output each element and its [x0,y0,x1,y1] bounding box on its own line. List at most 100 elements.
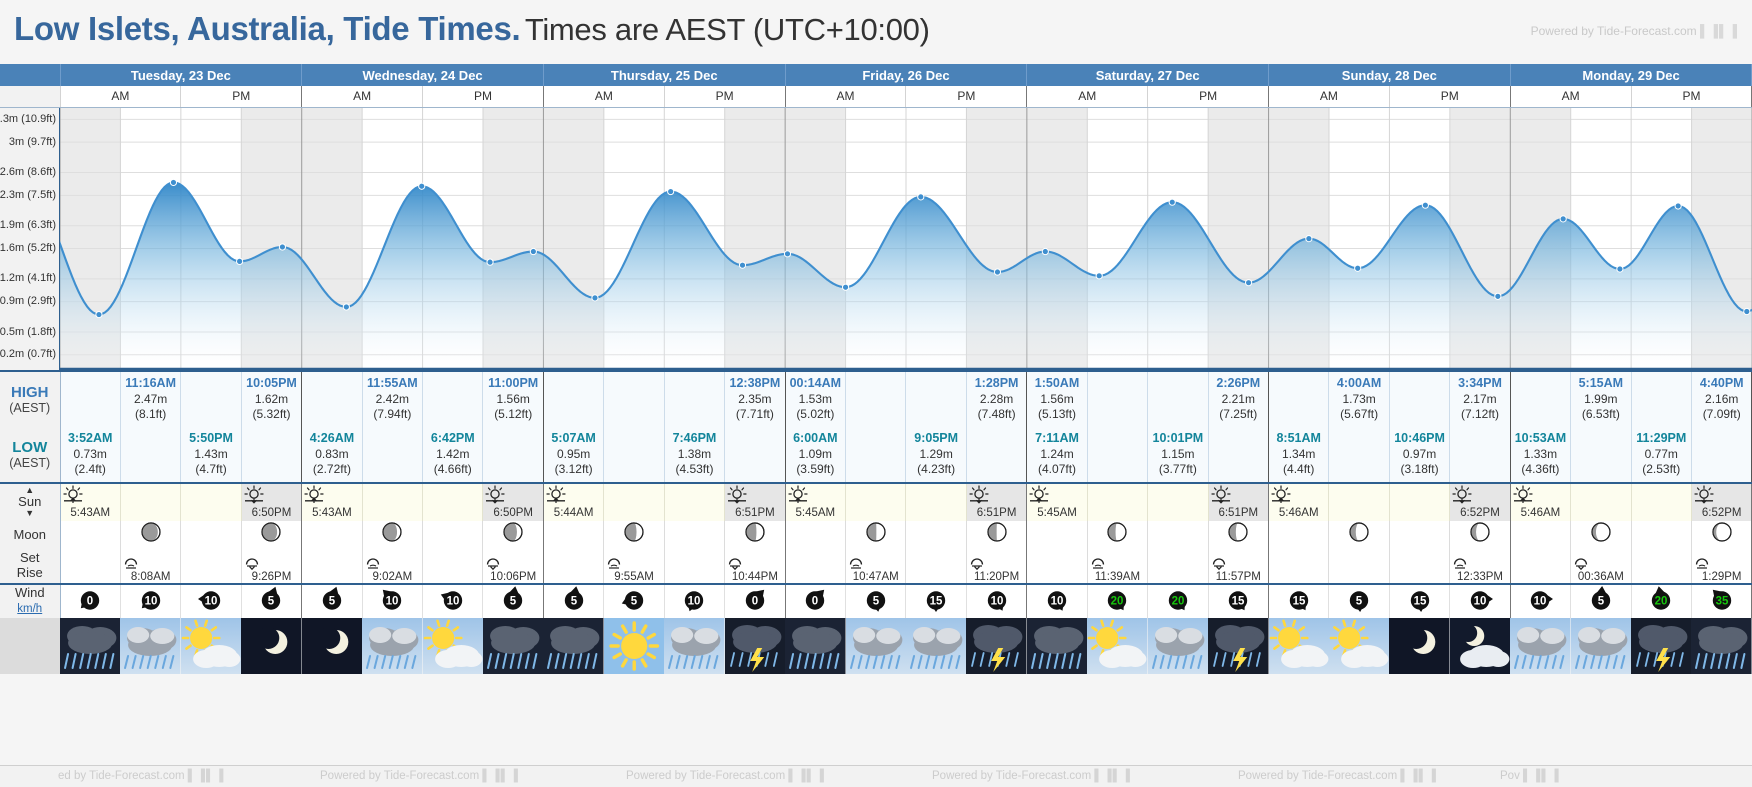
wind-entry[interactable]: 15 [1389,582,1451,618]
weather-entry [603,617,665,674]
sun-row: ▲ Sun ▼ 5:43AM 6:50PM 5:43AM 6:50PM 5:44AM 6:51P… [0,481,1752,521]
wind-speed-value: 0 [812,595,818,607]
moon-time-empty [1147,547,1209,584]
wind-arrow-icon: 15 [1410,590,1429,612]
moon-phase-icon [141,521,161,542]
high-tide-empty [60,369,121,427]
wind-entry[interactable]: 35 [1691,582,1752,618]
weather-entry [1147,617,1209,674]
sun-down-arrow-icon: ▼ [25,507,35,518]
low-tide-time: 7:46PM [672,431,717,446]
sun-time: 6:50PM [493,507,534,519]
moon-time-empty [301,547,363,584]
wind-entry[interactable]: 10 [1449,582,1511,618]
sun-rise-entry: 5:46AM [1268,481,1330,521]
wind-entry[interactable]: 10 [120,582,182,618]
high-tide-empty [845,369,907,427]
high-tide-feet: (5.12ft) [494,406,533,421]
wind-entry[interactable]: 15 [1268,582,1330,618]
weather-icon-rain-night [1691,617,1752,674]
wind-entry[interactable]: 0 [724,582,786,618]
low-tide-time: 3:52AM [67,431,113,446]
wind-entry[interactable]: 20 [1087,582,1149,618]
wind-entry[interactable]: 5 [482,582,544,618]
weather-entry [180,617,242,674]
low-tide-time: 6:00AM [793,431,838,446]
low-tide-empty [120,426,182,483]
weather-entry [1268,617,1329,674]
wind-entry[interactable]: 5 [1328,582,1390,618]
sun-icon [304,485,324,503]
wind-arrow-icon: 10 [383,589,402,610]
ampm-header-row: AM PM AM PM AM PM AM PM AM PM AM PM AM PM [0,86,1752,108]
moon-set-icon [1454,557,1467,569]
wind-entry[interactable]: 10 [180,582,242,618]
wind-entry[interactable]: 10 [966,582,1028,618]
wind-entry[interactable]: 15 [905,582,967,618]
low-tide-meters: 0.95m [556,446,591,461]
wind-entry[interactable]: 5 [543,582,605,618]
weather-icon-moon-cloud [1449,617,1511,674]
moon-time-empty [905,547,967,584]
low-tide-time: 4:26AM [309,431,355,446]
sun-time: 5:45AM [795,507,836,519]
weather-icon-rain-cloud [664,617,725,674]
low-tide-time: 8:51AM [1276,431,1321,446]
footer-logo-bars-icon: ▌▐▌▐ [482,770,519,782]
ampm-label: PM [1682,89,1701,104]
high-tide-feet: (6.53ft) [1581,406,1620,421]
wind-entry[interactable]: 5 [603,582,665,618]
day-header-spacer [0,64,60,86]
low-tide-meters: 1.09m [798,446,832,461]
ampm-label: AM [1561,89,1580,104]
wind-speed-value: 10 [144,595,157,607]
wind-entry[interactable]: 5 [301,582,363,618]
wind-entry[interactable]: 10 [362,582,424,618]
wind-entry[interactable]: 10 [664,582,726,618]
moon-time-empty [422,547,484,584]
wind-entry[interactable]: 20 [1631,582,1692,618]
wind-entry[interactable]: 10 [422,582,484,618]
wind-arrow-icon: 0 [745,589,765,610]
weather-entry [543,617,604,674]
ampm-pm-0: PM [180,86,303,108]
sun-set-entry: 6:50PM [241,481,303,521]
wind-entry[interactable]: 10 [1026,582,1088,618]
wind-speed-value: 10 [386,595,399,607]
high-tide-entry: 1:50AM 1.56m (5.13ft) [1026,369,1088,427]
moon-phase-icon [261,521,282,542]
sun-icon [1029,485,1049,503]
wind-entry[interactable]: 5 [241,582,303,618]
ampm-label: AM [594,89,613,104]
wind-entry[interactable]: 0 [785,582,847,618]
sun-empty [120,481,182,521]
sun-icon [1452,485,1472,504]
moon-empty [905,520,967,548]
moon-phase-icon [1228,521,1248,542]
wind-entry[interactable]: 5 [845,582,907,618]
day-header-5: Sunday, 28 Dec [1268,64,1511,86]
high-tide-time: 3:34PM [1458,376,1502,391]
high-tide-empty [664,369,726,427]
weather-icon-rain-night [543,617,604,674]
wind-entry[interactable]: 5 [1570,582,1632,618]
powered-by-top: Powered by Tide-Forecast.com ▌▐▌▐ [1531,24,1738,38]
low-tide-feet: (4.4ft) [1283,461,1315,476]
wind-entry[interactable]: 10 [1510,582,1572,618]
wind-entry[interactable]: 20 [1147,582,1209,618]
y-axis-tick: 2.6m (8.6ft) [0,166,56,179]
wind-entry[interactable]: 0 [60,582,121,618]
wind-speed-value: 15 [930,595,943,607]
low-tide-time: 11:29PM [1636,431,1687,446]
footer-watermark-text: Pov [1500,770,1520,782]
sun-up-arrow-icon: ▲ [25,484,35,495]
wind-entry[interactable]: 15 [1208,582,1270,618]
moon-empty [1631,520,1692,548]
ampm-label: AM [836,89,855,104]
moon-phase-icon [986,521,1007,542]
chart-row: 3.3m (10.9ft) 3m (9.7ft) 2.6m (8.6ft) 2.3m … [0,107,1752,371]
wind-unit-link[interactable]: km/h [17,602,43,615]
high-tide-meters: 1.56m [496,391,530,406]
moon-rise-icon [487,557,500,570]
